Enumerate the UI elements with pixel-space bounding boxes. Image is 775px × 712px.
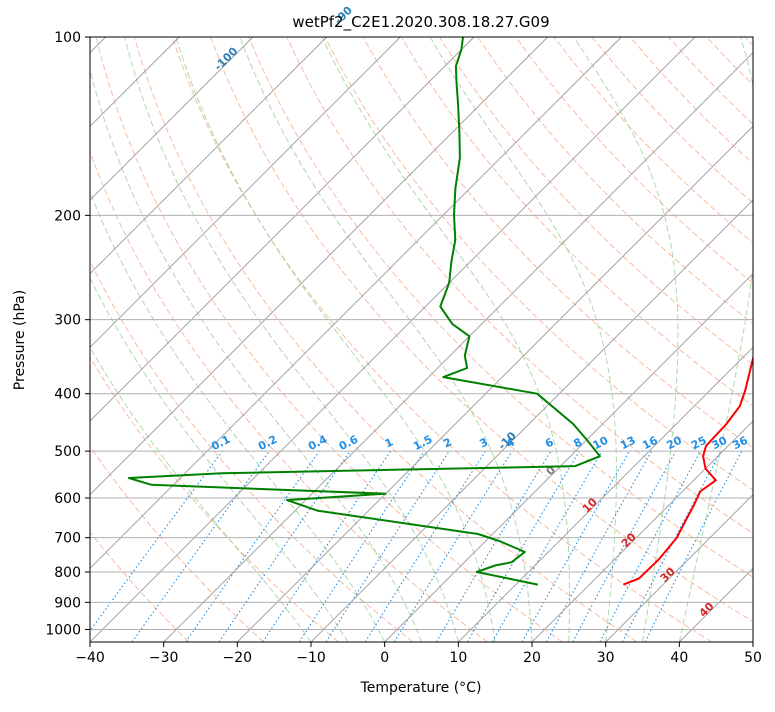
x-tick-label: 50 — [744, 650, 762, 666]
y-axis-label: Pressure (hPa) — [12, 290, 28, 390]
x-tick-label: 0 — [380, 650, 389, 666]
y-tick-label: 100 — [54, 30, 81, 46]
y-tick-label: 300 — [54, 313, 81, 329]
x-tick-label: −10 — [296, 650, 326, 666]
chart-title: wetPf2_C2E1.2020.308.18.27.G09 — [292, 13, 549, 32]
y-tick-label: 800 — [54, 565, 81, 581]
x-axis-label: Temperature (°C) — [360, 680, 482, 696]
y-tick-label: 200 — [54, 208, 81, 224]
y-tick-label: 600 — [54, 491, 81, 507]
x-tick-label: 20 — [523, 650, 541, 666]
y-tick-label: 900 — [54, 595, 81, 611]
y-tick-label: 700 — [54, 531, 81, 547]
y-tick-label: 400 — [54, 387, 81, 403]
x-tick-label: −20 — [223, 650, 253, 666]
x-tick-label: −30 — [149, 650, 179, 666]
x-tick-label: 40 — [670, 650, 688, 666]
y-tick-label: 500 — [54, 444, 81, 460]
x-tick-label: −40 — [75, 650, 105, 666]
y-tick-label: 1000 — [45, 622, 81, 638]
x-tick-label: 10 — [449, 650, 467, 666]
x-tick-label: 30 — [597, 650, 615, 666]
